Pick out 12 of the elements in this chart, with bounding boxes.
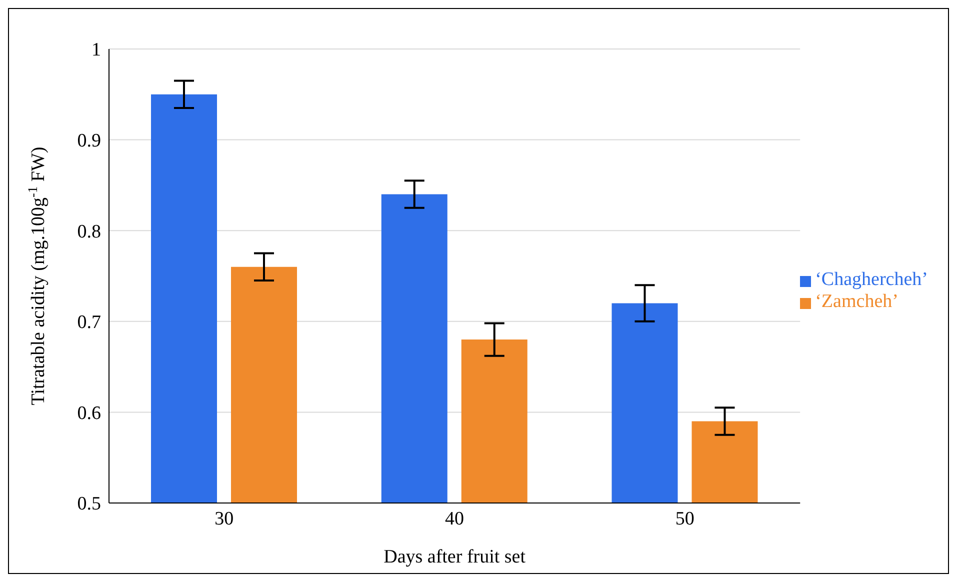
y-tick-label: 0.6 — [77, 402, 101, 424]
y-tick-label: 0.9 — [77, 130, 101, 152]
x-tick-label: 50 — [675, 508, 694, 530]
y-tick-label: 0.8 — [77, 221, 101, 242]
y-tick-label: 0.7 — [77, 312, 101, 334]
legend-label: ‘Chaghercheh’ — [815, 269, 928, 290]
legend-label: ‘Zamcheh’ — [815, 291, 898, 312]
x-tick-label: 30 — [214, 508, 234, 530]
x-tick-label: 40 — [445, 508, 464, 530]
x-axis-title: Days after fruit set — [384, 546, 526, 568]
y-tick-label: 1 — [92, 40, 101, 61]
y-tick-label: 0.5 — [77, 494, 101, 515]
